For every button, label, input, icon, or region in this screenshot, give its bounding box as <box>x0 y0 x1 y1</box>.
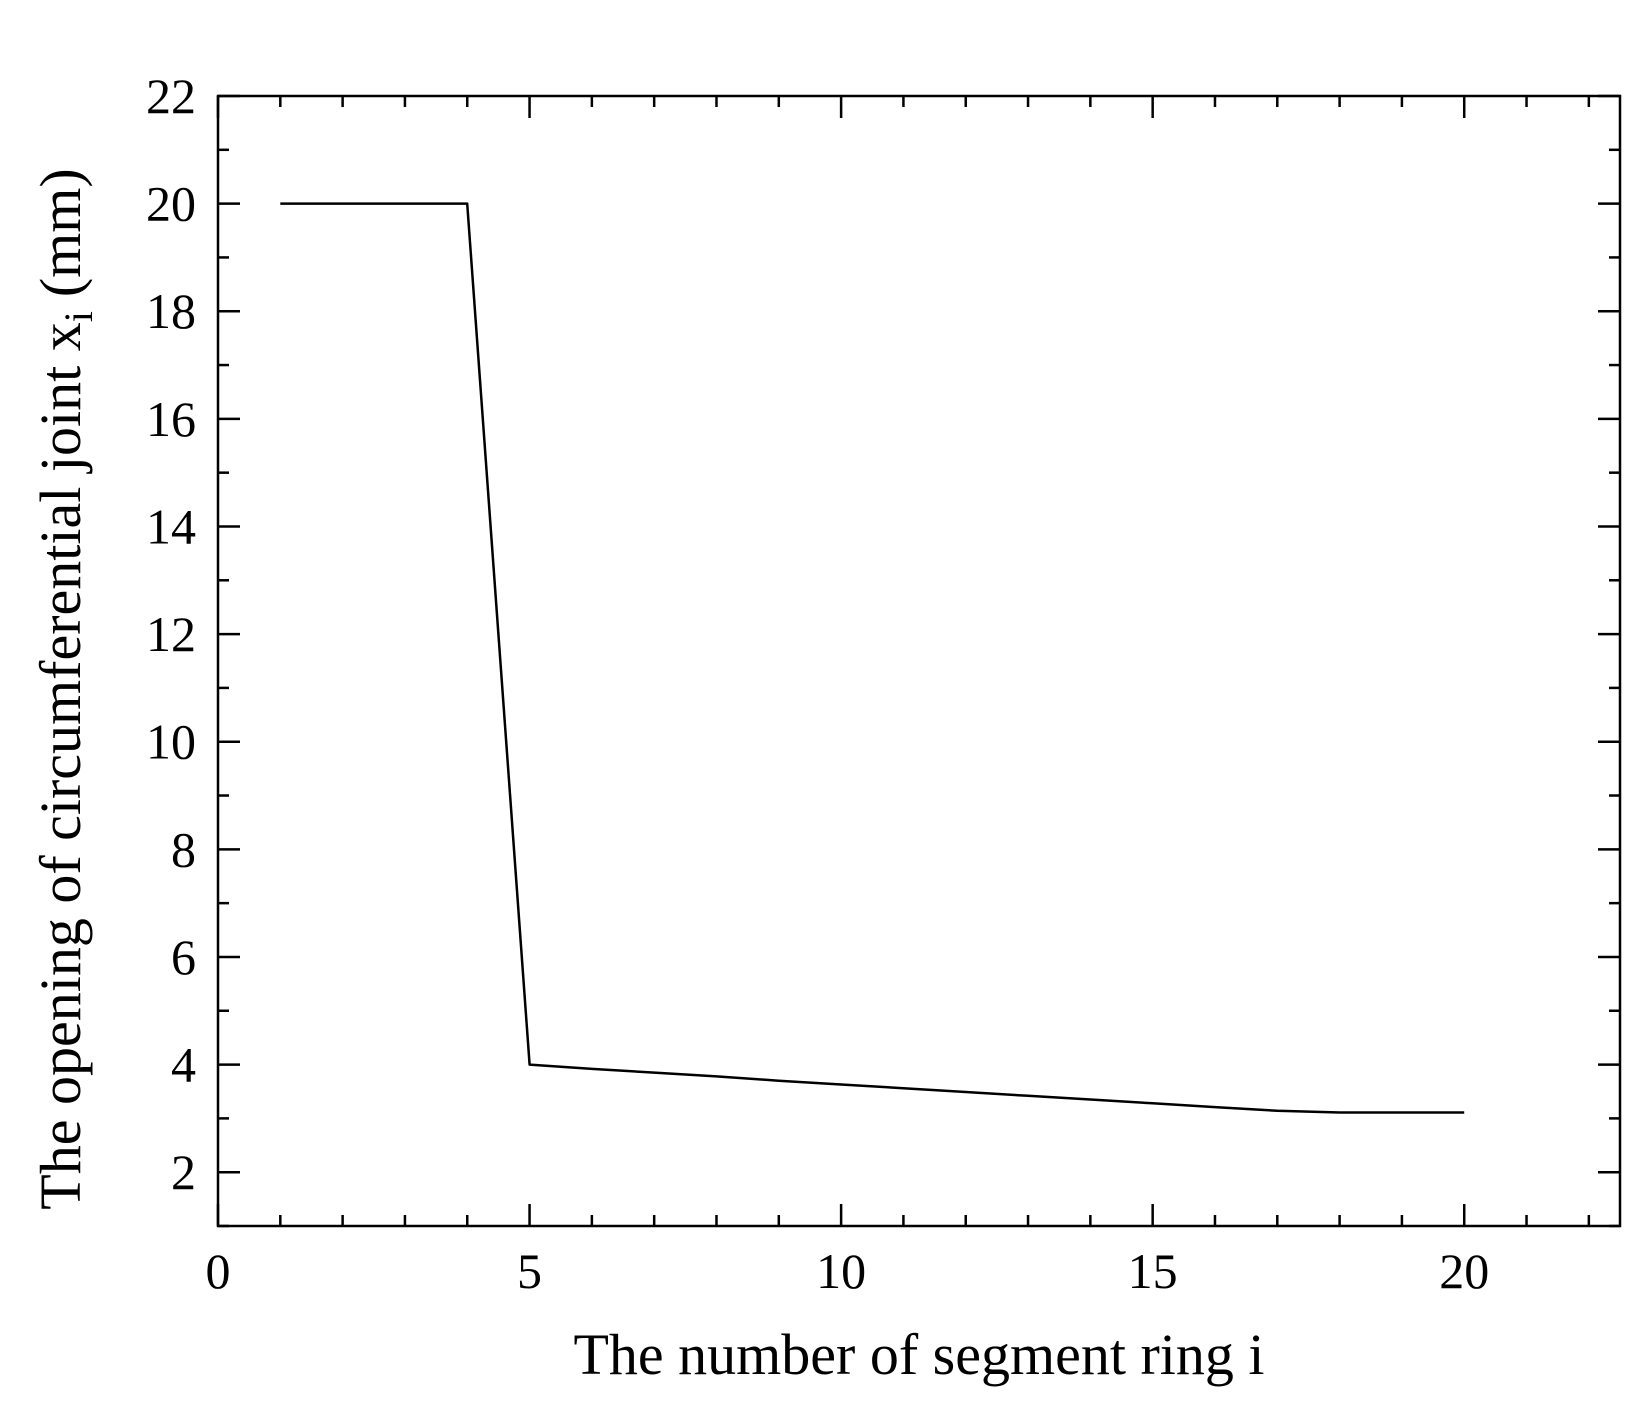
series-layer <box>280 202 1465 1114</box>
y-axis-title: The opening of circumferential joint xi (… <box>28 168 101 1209</box>
y-tick-label: 18 <box>146 283 196 339</box>
major-ticks <box>216 94 1620 1226</box>
y-tick-label: 8 <box>171 821 196 877</box>
x-tick-labels: 0 5 10 15 20 <box>206 1243 1490 1299</box>
x-axis-title: The number of segment ring i <box>574 1322 1265 1387</box>
x-tick-label: 0 <box>206 1243 231 1299</box>
y-tick-label: 6 <box>171 929 196 985</box>
y-tick-label: 16 <box>146 391 196 447</box>
y-axis-title-unit: (mm) <box>28 168 93 297</box>
x-tick-label: 15 <box>1128 1243 1178 1299</box>
y-axis-title-main: The opening of circumferential joint x <box>28 322 93 1209</box>
y-tick-label: 22 <box>146 68 196 124</box>
plot-frame <box>216 94 1622 1228</box>
y-tick-labels: 2 4 6 8 10 12 14 16 18 20 22 <box>146 68 196 1200</box>
y-tick-label: 20 <box>146 176 196 232</box>
y-tick-label: 14 <box>146 498 196 554</box>
y-axis-title-subscript: i <box>56 311 101 322</box>
series-line <box>280 202 1465 1114</box>
y-tick-label: 4 <box>171 1037 196 1093</box>
y-tick-label: 12 <box>146 606 196 662</box>
minor-ticks <box>218 96 1620 1228</box>
y-tick-label: 2 <box>171 1144 196 1200</box>
x-tick-label: 10 <box>816 1243 866 1299</box>
y-tick-label: 10 <box>146 714 196 770</box>
x-tick-label: 5 <box>517 1243 542 1299</box>
x-tick-label: 20 <box>1439 1243 1489 1299</box>
